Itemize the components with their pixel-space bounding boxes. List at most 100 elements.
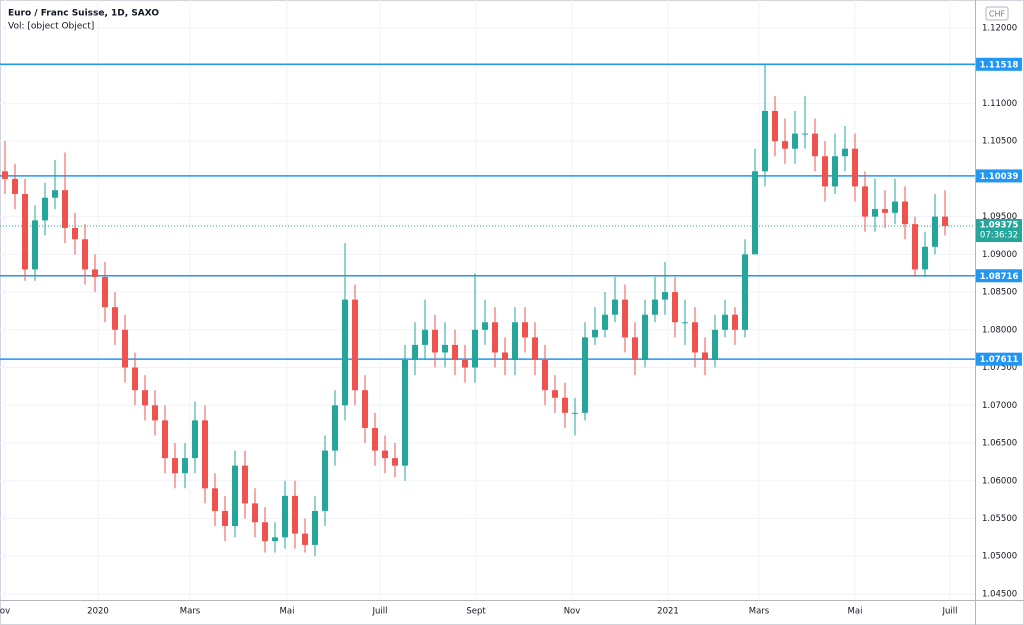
candle-body (642, 314, 648, 360)
candle-body (22, 193, 28, 270)
candle-body (122, 329, 128, 368)
candle-body (492, 322, 498, 353)
candle-body (812, 133, 818, 157)
candle-body (932, 216, 938, 247)
candle-body (482, 322, 488, 330)
candle-body (442, 344, 448, 353)
candle-body (632, 337, 638, 360)
candle-body (222, 510, 228, 527)
candle-body (332, 405, 338, 451)
level-label: 1.08716 (980, 272, 1019, 282)
candle-body (862, 186, 868, 217)
y-tick-label: 1.08500 (982, 288, 1017, 298)
bar-countdown: 07:36:32 (980, 231, 1018, 241)
level-label: 1.07611 (980, 355, 1019, 365)
candle-body (62, 190, 68, 228)
candle-body (2, 171, 8, 179)
volume-legend: Vol: [object Object] (8, 22, 94, 32)
candle-body (702, 352, 708, 360)
y-tick-label: 1.05000 (982, 552, 1017, 562)
x-tick-label: Mai (848, 607, 863, 617)
candle-body (132, 367, 138, 391)
x-tick-label: 2020 (87, 607, 109, 617)
candle-body (302, 533, 308, 545)
candle-body (792, 133, 798, 149)
candle-body (542, 360, 548, 391)
level-label-box (976, 269, 1022, 283)
candle-body (152, 405, 158, 421)
candle-body (232, 465, 238, 527)
candle-body (882, 209, 888, 213)
levels (0, 63, 975, 360)
candle-body (752, 171, 758, 255)
candle-body (662, 292, 668, 300)
candle-body (892, 201, 898, 213)
candle-body (172, 458, 178, 474)
candle-body (672, 292, 678, 323)
y-tick-label: 1.12000 (982, 23, 1017, 33)
currency-box[interactable] (985, 6, 1009, 21)
y-tick-label: 1.05500 (982, 514, 1017, 524)
candle-body (382, 450, 388, 459)
level-label-box (976, 169, 1022, 183)
candle-body (622, 299, 628, 338)
level-label-box (976, 57, 1022, 71)
candle-body (422, 329, 428, 345)
candle-body (712, 329, 718, 360)
x-tick-label: Mars (749, 607, 770, 617)
y-tick-label: 1.07000 (982, 401, 1017, 411)
candle-body (912, 224, 918, 270)
candle-body (742, 254, 748, 330)
candle-body (782, 141, 788, 149)
candle-body (282, 495, 288, 538)
candle-body (922, 246, 928, 270)
candle-body (52, 190, 58, 198)
y-tick-label: 1.08000 (982, 325, 1017, 335)
level-label: 1.10039 (980, 172, 1019, 182)
x-tick-label: Mai (280, 607, 295, 617)
currency[interactable]: CHF (989, 10, 1006, 19)
candle-body (762, 110, 768, 172)
grid (0, 0, 975, 600)
candle-body (552, 390, 558, 398)
candle-body (402, 360, 408, 466)
x-tick-label: 2021 (657, 607, 679, 617)
candle-body (472, 329, 478, 368)
candle-body (372, 427, 378, 451)
y-tick-label: 1.11000 (982, 99, 1017, 109)
y-tick-label: 1.04500 (982, 589, 1017, 599)
x-tick-label: Juill (372, 607, 388, 617)
candle-body (312, 510, 318, 545)
candle-body (722, 314, 728, 330)
candle-body (872, 209, 878, 217)
candle-body (242, 465, 248, 504)
candle-body (802, 133, 808, 135)
candle-body (322, 450, 328, 511)
x-tick-label: Juill (942, 607, 958, 617)
candle-body (92, 269, 98, 277)
candle-body (612, 299, 618, 315)
candle-body (582, 337, 588, 413)
candle-body (842, 148, 848, 157)
y-tick-label: 1.06500 (982, 439, 1017, 449)
candle-body (112, 307, 118, 330)
candle-body (502, 352, 508, 360)
candle-body (522, 322, 528, 338)
candle-body (682, 322, 688, 324)
candle-body (32, 220, 38, 270)
labels: 1.04500 1.05000 1.05500 1.06000 1.06500 1.070… (0, 23, 1022, 617)
candle-body (142, 390, 148, 406)
candle-body (592, 329, 598, 338)
candle-body (202, 420, 208, 489)
candle-body (272, 537, 278, 542)
candle-body (82, 239, 88, 270)
y-tick-label: 1.10500 (982, 137, 1017, 147)
candle-body (342, 299, 348, 406)
candle-body (162, 420, 168, 459)
x-tick-label: ov (0, 607, 10, 617)
candle-body (412, 344, 418, 360)
candle-body (532, 337, 538, 360)
candle-body (352, 299, 358, 391)
